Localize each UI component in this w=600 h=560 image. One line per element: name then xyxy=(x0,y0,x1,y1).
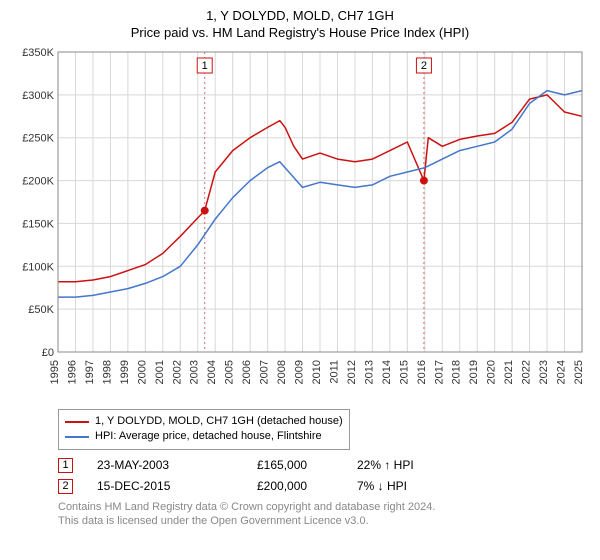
svg-text:2009: 2009 xyxy=(294,360,306,384)
svg-text:£0: £0 xyxy=(42,347,54,359)
svg-text:2012: 2012 xyxy=(346,360,358,384)
svg-text:2021: 2021 xyxy=(503,360,515,384)
marker-diff: 7% ↓ HPI xyxy=(357,479,477,493)
svg-text:£150K: £150K xyxy=(22,218,54,230)
svg-text:2001: 2001 xyxy=(154,360,166,384)
marker-date: 15-DEC-2015 xyxy=(97,479,257,493)
svg-text:2017: 2017 xyxy=(433,360,445,384)
marker-date: 23-MAY-2003 xyxy=(97,458,257,472)
svg-text:2010: 2010 xyxy=(311,360,323,384)
svg-text:1999: 1999 xyxy=(119,360,131,384)
marker-row: 1 23-MAY-2003£165,00022% ↑ HPI xyxy=(58,458,584,473)
svg-text:2011: 2011 xyxy=(328,360,340,384)
price-chart: £0 £50K £100K £150K £200K £250K £300K £350K 1995… xyxy=(16,48,584,403)
legend-label: HPI: Average price, detached house, Flin… xyxy=(95,429,322,444)
legend-swatch xyxy=(65,436,89,438)
svg-text:2004: 2004 xyxy=(206,360,218,384)
svg-text:2016: 2016 xyxy=(416,360,428,384)
footer-attribution: Contains HM Land Registry data © Crown c… xyxy=(58,500,584,529)
svg-text:2024: 2024 xyxy=(556,360,568,384)
svg-text:2013: 2013 xyxy=(363,360,375,384)
svg-text:2025: 2025 xyxy=(573,360,584,384)
legend-row: 1, Y DOLYDD, MOLD, CH7 1GH (detached hou… xyxy=(65,414,343,429)
marker-price: £200,000 xyxy=(257,479,357,493)
marker-badge: 1 xyxy=(58,458,73,473)
footer-line-1: Contains HM Land Registry data © Crown c… xyxy=(58,500,584,514)
svg-text:2005: 2005 xyxy=(224,360,236,384)
svg-text:1: 1 xyxy=(202,60,208,72)
svg-text:2014: 2014 xyxy=(381,360,393,384)
svg-text:£100K: £100K xyxy=(22,261,54,273)
chart-svg: £0 £50K £100K £150K £200K £250K £300K £350K 1995… xyxy=(16,48,584,403)
svg-text:2006: 2006 xyxy=(241,360,253,384)
svg-text:£350K: £350K xyxy=(22,48,54,59)
legend: 1, Y DOLYDD, MOLD, CH7 1GH (detached hou… xyxy=(58,409,350,450)
marker-table: 1 23-MAY-2003£165,00022% ↑ HPI 2 15-DEC-201… xyxy=(58,458,584,494)
svg-text:2015: 2015 xyxy=(398,360,410,384)
svg-text:£200K: £200K xyxy=(22,176,54,188)
marker-row: 2 15-DEC-2015£200,0007% ↓ HPI xyxy=(58,479,584,494)
svg-text:2023: 2023 xyxy=(538,360,550,384)
marker-badge: 2 xyxy=(58,479,73,494)
svg-text:2002: 2002 xyxy=(171,360,183,384)
svg-text:£250K: £250K xyxy=(22,133,54,145)
svg-text:2008: 2008 xyxy=(276,360,288,384)
svg-text:£50K: £50K xyxy=(28,304,54,316)
marker-price: £165,000 xyxy=(257,458,357,472)
svg-text:2000: 2000 xyxy=(136,360,148,384)
legend-swatch xyxy=(65,421,89,423)
svg-text:1996: 1996 xyxy=(66,360,78,384)
svg-text:2019: 2019 xyxy=(468,360,480,384)
svg-text:1995: 1995 xyxy=(49,360,61,384)
svg-text:2018: 2018 xyxy=(451,360,463,384)
svg-text:£300K: £300K xyxy=(22,90,54,102)
legend-row: HPI: Average price, detached house, Flin… xyxy=(65,429,343,444)
svg-text:1998: 1998 xyxy=(101,360,113,384)
footer-line-2: This data is licensed under the Open Gov… xyxy=(58,514,584,528)
svg-text:2003: 2003 xyxy=(189,360,201,384)
svg-text:2020: 2020 xyxy=(486,360,498,384)
marker-diff: 22% ↑ HPI xyxy=(357,458,477,472)
svg-text:2: 2 xyxy=(421,60,427,72)
svg-text:2022: 2022 xyxy=(521,360,533,384)
page-title: 1, Y DOLYDD, MOLD, CH7 1GH xyxy=(16,8,584,23)
svg-text:2007: 2007 xyxy=(259,360,271,384)
svg-text:1997: 1997 xyxy=(84,360,96,384)
legend-label: 1, Y DOLYDD, MOLD, CH7 1GH (detached hou… xyxy=(95,414,343,429)
page-subtitle: Price paid vs. HM Land Registry's House … xyxy=(16,25,584,40)
